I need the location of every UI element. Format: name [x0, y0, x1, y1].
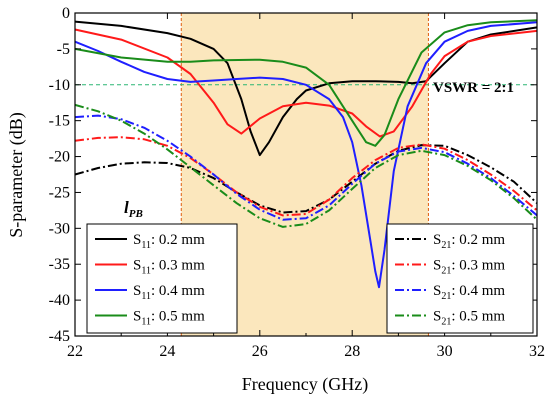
lpb-annotation: lPB: [124, 198, 143, 220]
legend-s21: S21: 0.2 mm S21: 0.3 mm S21: 0.4 mm S21: 0.…: [386, 223, 534, 334]
series-layer: [74, 19, 538, 289]
lpb-annotation-main: l: [124, 198, 129, 217]
legend-label: S11: 0.3 mm: [133, 258, 205, 277]
y-tick-label: -30: [49, 220, 70, 237]
y-tick-label: 0: [62, 5, 70, 22]
legend-label: S21: 0.2 mm: [433, 232, 505, 251]
legend-label: S11: 0.2 mm: [133, 232, 205, 251]
x-tick-label: 24: [159, 343, 175, 360]
legend-label: S21: 0.4 mm: [433, 283, 505, 302]
y-tick-label: -15: [49, 113, 70, 130]
x-tick-label: 28: [344, 343, 360, 360]
legend-label: S21: 0.5 mm: [433, 309, 505, 328]
x-tick-label: 30: [437, 343, 453, 360]
series-line-s21-0-5-mm: [74, 103, 538, 228]
y-tick-label: -5: [57, 41, 70, 58]
series-line-s21-0-2-mm: [74, 144, 538, 214]
x-tick-label: 32: [529, 343, 545, 360]
y-tick-label: -45: [49, 328, 70, 345]
vswr-label: VSWR = 2:1: [433, 80, 514, 96]
series-line-s11-0-4-mm: [74, 21, 538, 289]
series-line-s11-0-5-mm: [74, 19, 538, 147]
tick-layer: 22 24 26 28 30 32 0 -5 -10 -15 -20 -25 -30 -35 -40 -45: [49, 5, 545, 360]
y-tick-label: -40: [49, 292, 70, 309]
y-tick-label: -25: [49, 184, 70, 201]
x-tick-label: 26: [252, 343, 268, 360]
lpb-annotation-sub: PB: [129, 208, 143, 220]
series-line-s11-0-3-mm: [74, 28, 538, 138]
y-tick-label: -35: [49, 256, 70, 273]
legend-box: [386, 223, 534, 334]
x-tick-label: 22: [67, 343, 83, 360]
y-axis-title: S-parameter (dB): [6, 112, 27, 237]
y-tick-label: -20: [49, 149, 70, 166]
legend-label: S11: 0.5 mm: [133, 309, 205, 328]
x-axis-title: Frequency (GHz): [242, 374, 368, 395]
series-line-s21-0-4-mm: [74, 114, 538, 221]
y-tick-label: -10: [49, 77, 70, 94]
legend-label: S11: 0.4 mm: [133, 283, 205, 302]
series-line-s21-0-3-mm: [74, 136, 538, 217]
legend-s11: S11: 0.2 mm S11: 0.3 mm S11: 0.4 mm S11: 0.…: [86, 223, 238, 334]
series-line-s11-0-2-mm: [74, 20, 538, 157]
legend-label: S21: 0.3 mm: [433, 258, 505, 277]
